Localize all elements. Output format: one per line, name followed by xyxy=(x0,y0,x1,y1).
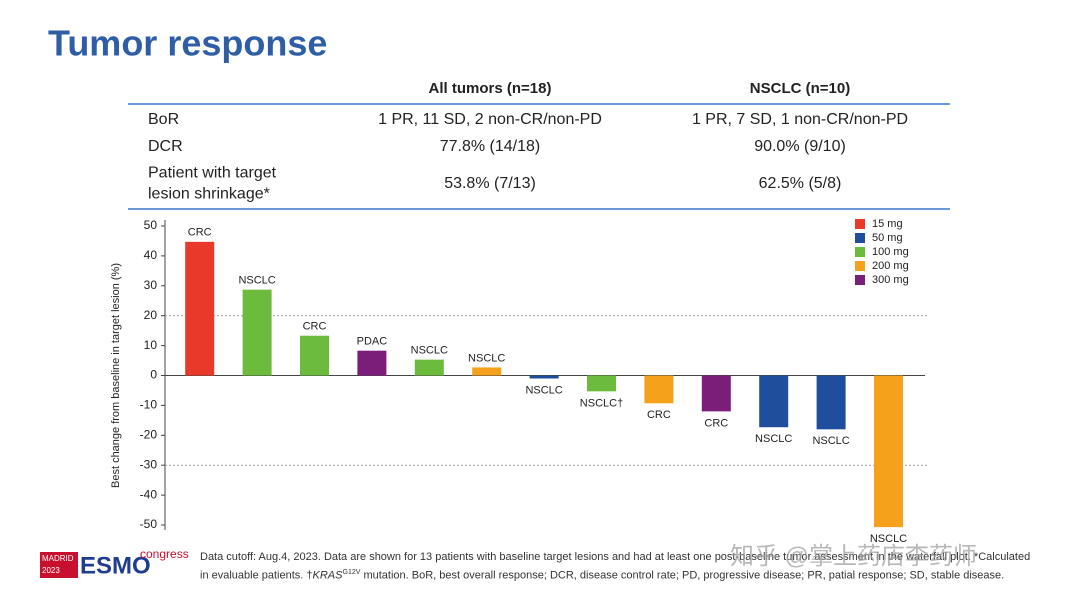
table-cell: 1 PR, 11 SD, 2 non-CR/non-PD xyxy=(378,111,602,128)
bar-label: NSCLC† xyxy=(580,397,623,409)
row-label: DCR xyxy=(148,138,183,155)
bar xyxy=(300,335,329,376)
bar xyxy=(529,375,559,379)
footnote: Data cutoff: Aug.4, 2023. Data are shown… xyxy=(200,550,1040,584)
logo-event: congress xyxy=(140,547,189,561)
bar-label: NSCLC xyxy=(755,433,792,445)
legend-label: 15 mg xyxy=(872,218,903,230)
y-tick-label: 0 xyxy=(150,368,157,382)
legend-label: 50 mg xyxy=(872,232,903,244)
logo-year: 2023 xyxy=(42,566,60,575)
logo-brand: ESMO xyxy=(80,552,151,579)
y-tick-label: 40 xyxy=(144,248,158,262)
bar-label: NSCLC xyxy=(812,435,849,447)
legend-swatch xyxy=(855,219,865,229)
bar-label: CRC xyxy=(303,321,327,333)
bar-label: CRC xyxy=(188,227,212,239)
column-header: NSCLC (n=10) xyxy=(750,80,850,97)
y-tick-label: -30 xyxy=(140,457,158,471)
y-tick-label: 50 xyxy=(144,218,158,232)
y-axis-label: Best change from baseline in target lesi… xyxy=(110,263,122,488)
legend-swatch xyxy=(855,261,865,271)
footnote-text: mutation. BoR, best overall response; DC… xyxy=(360,569,1005,582)
slide-title: Tumor response xyxy=(48,23,327,64)
bar xyxy=(816,375,846,430)
logo-city: MADRID xyxy=(42,554,74,563)
bar-label: PDAC xyxy=(357,336,388,348)
bar-label: CRC xyxy=(704,417,728,429)
legend-swatch xyxy=(855,275,865,285)
bar-label: NSCLC xyxy=(411,345,448,357)
table-cell: 62.5% (5/8) xyxy=(759,175,842,192)
bar xyxy=(644,375,674,404)
table-cell: 77.8% (14/18) xyxy=(440,138,541,155)
y-tick-label: -50 xyxy=(140,517,158,531)
y-tick-label: -10 xyxy=(140,398,158,412)
bar xyxy=(587,375,616,392)
legend-swatch xyxy=(855,247,865,257)
column-header: All tumors (n=18) xyxy=(429,80,552,97)
y-tick-label: 10 xyxy=(144,338,158,352)
table-cell: 53.8% (7/13) xyxy=(444,175,536,192)
bar xyxy=(759,375,789,428)
bar xyxy=(357,350,387,376)
y-tick-label: 30 xyxy=(144,278,158,292)
y-tick-label: -20 xyxy=(140,427,158,441)
bar-label: NSCLC xyxy=(525,384,562,396)
legend-label: 100 mg xyxy=(872,246,909,258)
footnote-text: Data cutoff: Aug.4, 2023. Data are shown… xyxy=(200,551,1031,582)
bar xyxy=(472,367,502,376)
y-tick-label: 20 xyxy=(144,308,158,322)
y-tick-label: -40 xyxy=(140,487,158,501)
table-cell: 90.0% (9/10) xyxy=(754,138,846,155)
bar xyxy=(414,359,444,376)
footnote-gene: KRAS xyxy=(312,569,343,582)
footnote-mutation: G12V xyxy=(342,569,361,576)
bar xyxy=(242,289,272,376)
row-label: BoR xyxy=(148,111,179,128)
row-label: lesion shrinkage* xyxy=(148,186,270,203)
bar xyxy=(701,375,731,412)
watermark: 知乎 @掌上药店李药师 xyxy=(730,543,978,570)
bar xyxy=(185,241,215,376)
logo-badge xyxy=(40,552,78,578)
legend-label: 200 mg xyxy=(872,260,909,272)
bar-label: NSCLC xyxy=(468,352,505,364)
bar-label: CRC xyxy=(647,409,671,421)
row-label: Patient with target xyxy=(148,165,277,182)
bar-label: NSCLC xyxy=(238,275,275,287)
bar-label: NSCLC xyxy=(870,533,907,545)
legend-label: 300 mg xyxy=(872,274,909,286)
bar xyxy=(874,375,903,528)
legend-swatch xyxy=(855,233,865,243)
table-cell: 1 PR, 7 SD, 1 non-CR/non-PD xyxy=(692,111,908,128)
